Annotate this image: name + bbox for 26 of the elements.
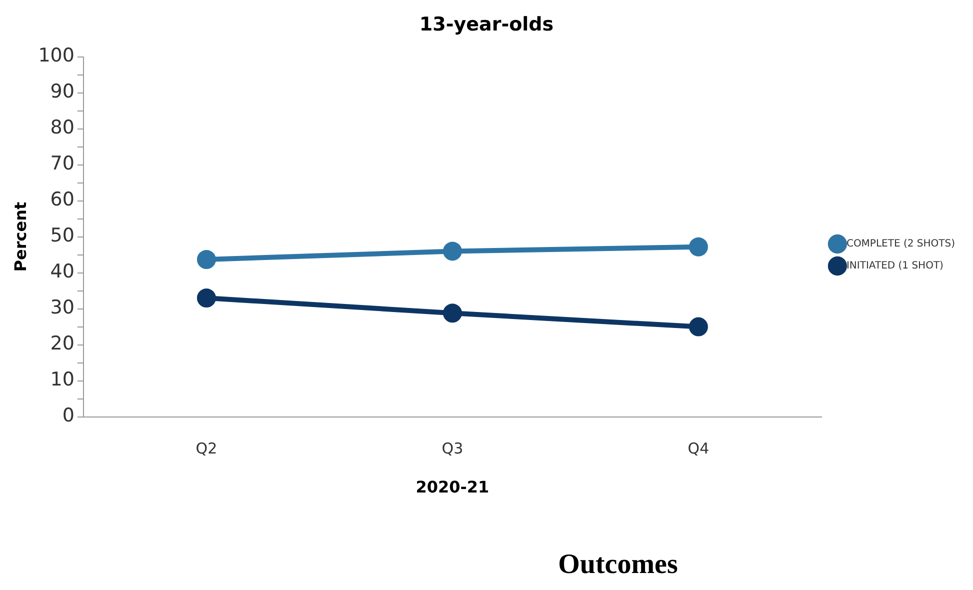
legend-label: INITIATED (1 SHOT) bbox=[846, 260, 944, 272]
point bbox=[688, 317, 708, 336]
y-tick-label: 90 bbox=[50, 80, 74, 103]
y-tick-label: 80 bbox=[50, 116, 74, 139]
legend-label: COMPLETE (2 SHOTS) bbox=[846, 238, 956, 250]
point bbox=[442, 304, 462, 323]
chart-title: 13-year-olds bbox=[419, 13, 554, 36]
y-tick-label: 30 bbox=[50, 296, 74, 319]
point bbox=[688, 237, 708, 256]
y-tick-label: 10 bbox=[50, 368, 74, 391]
y-tick-label: 50 bbox=[50, 224, 74, 247]
point bbox=[196, 250, 216, 269]
y-tick-label: 100 bbox=[38, 44, 74, 67]
y-tick-label: 40 bbox=[50, 260, 74, 283]
x-tick-label: Q3 bbox=[442, 440, 464, 458]
text: Outcomes bbox=[558, 549, 678, 580]
point bbox=[196, 288, 216, 308]
x-tick-label: Q2 bbox=[196, 440, 218, 458]
x-tick-label: Q4 bbox=[688, 440, 710, 458]
y-tick-label: 70 bbox=[50, 152, 74, 175]
y-tick-label: 0 bbox=[62, 404, 74, 427]
point bbox=[442, 242, 462, 261]
x-axis-title: 2020-21 bbox=[416, 478, 490, 497]
y-tick-label: 20 bbox=[50, 332, 74, 355]
y-axis-title: Percent bbox=[10, 202, 30, 272]
y-tick-label: 60 bbox=[50, 188, 74, 211]
